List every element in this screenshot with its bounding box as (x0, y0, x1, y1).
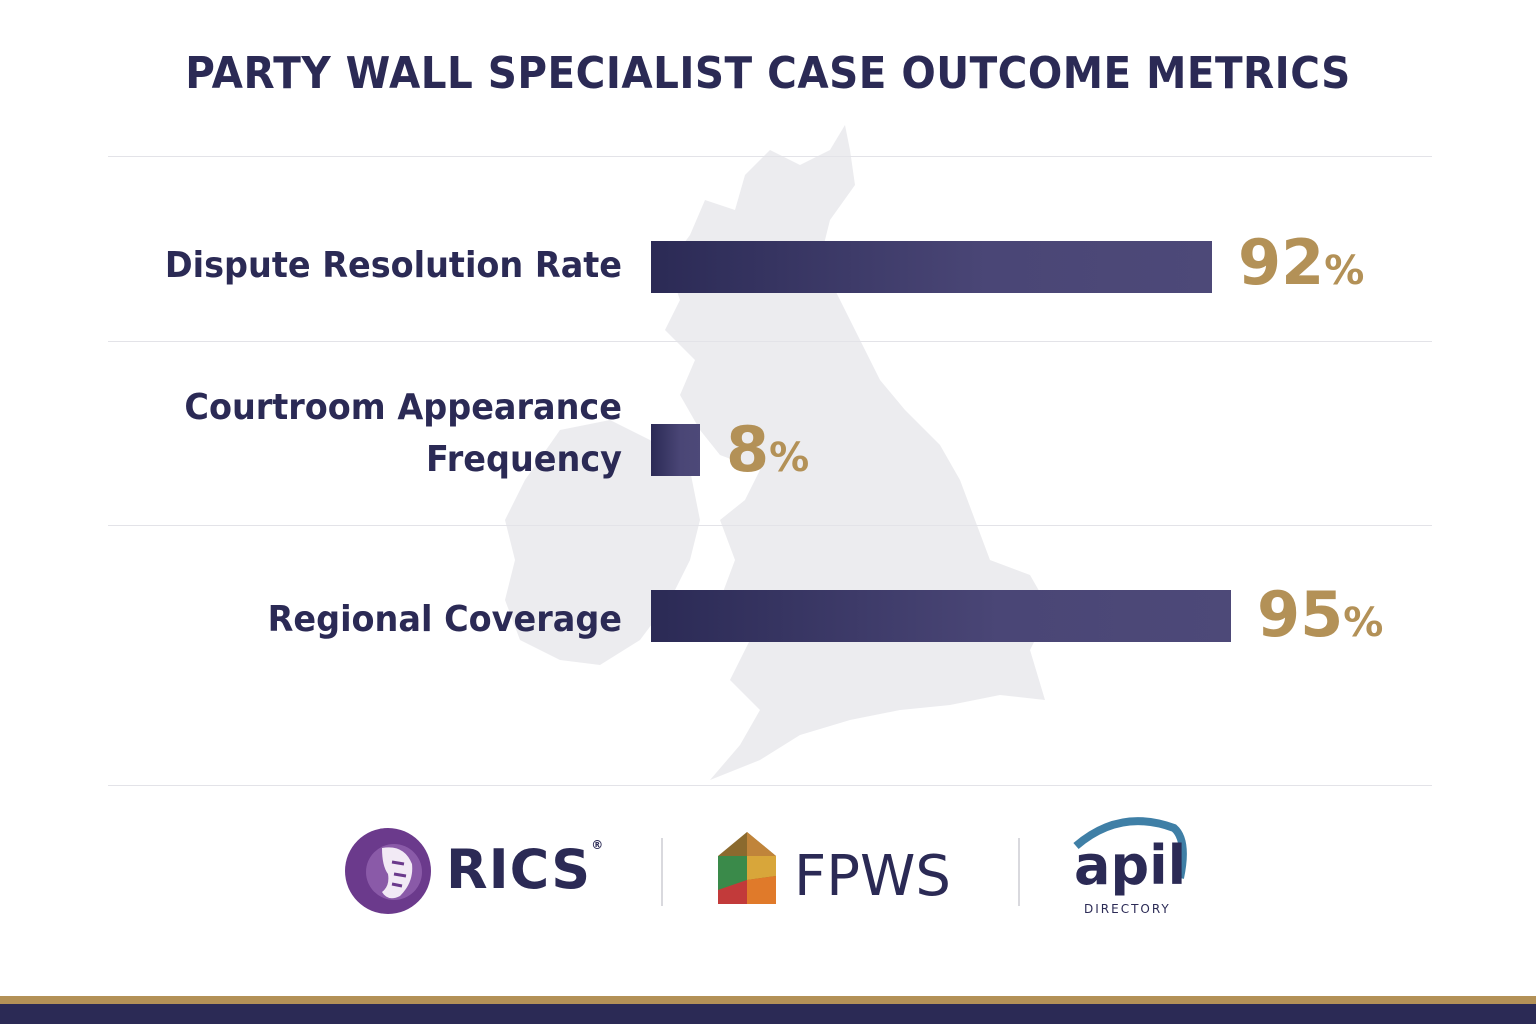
bar-courtroom-appearance-frequency (651, 424, 700, 476)
bar-regional-coverage (651, 590, 1231, 642)
uk-map-shape (665, 125, 1050, 780)
value-label: 95% (1257, 578, 1383, 651)
fpws-logo-text: FPWS (794, 844, 951, 909)
category-label-line: Frequency (426, 439, 622, 480)
rics-lion-head-icon (345, 828, 431, 914)
footer-gold-band (0, 996, 1536, 1004)
value-number: 95 (1257, 578, 1344, 651)
logo-divider (661, 838, 663, 906)
value-unit: % (769, 435, 810, 481)
divider-rule (108, 785, 1432, 786)
registered-mark: ® (591, 838, 605, 852)
value-unit: % (1324, 248, 1365, 294)
value-number: 8 (726, 413, 770, 486)
fpws-house-icon (718, 832, 776, 904)
value-label: 8% (726, 413, 809, 486)
apil-directory-text: DIRECTORY (1084, 902, 1171, 916)
bar-dispute-resolution-rate (651, 241, 1212, 293)
apil-logo-text: apil (1074, 834, 1187, 897)
value-label: 92% (1238, 226, 1364, 299)
divider-rule (108, 525, 1432, 526)
logo-divider (1018, 838, 1020, 906)
category-label: Dispute Resolution Rate (138, 240, 622, 292)
category-label-line: Regional Coverage (267, 599, 622, 640)
value-number: 92 (1238, 226, 1325, 299)
rics-logo-text: RICS® (446, 838, 604, 901)
category-label: Courtroom Appearance Frequency (138, 382, 622, 486)
divider-rule (108, 341, 1432, 342)
apil-arc-icon (1073, 817, 1187, 879)
rics-wordmark: RICS (446, 838, 592, 901)
category-label: Regional Coverage (138, 594, 622, 646)
footer-navy-band (0, 1004, 1536, 1024)
divider-rule (108, 156, 1432, 157)
category-label-line: Courtroom Appearance (184, 387, 622, 428)
chart-title: PARTY WALL SPECIALIST CASE OUTCOME METRI… (185, 48, 1351, 99)
value-unit: % (1343, 600, 1384, 646)
category-label-line: Dispute Resolution Rate (164, 245, 622, 286)
